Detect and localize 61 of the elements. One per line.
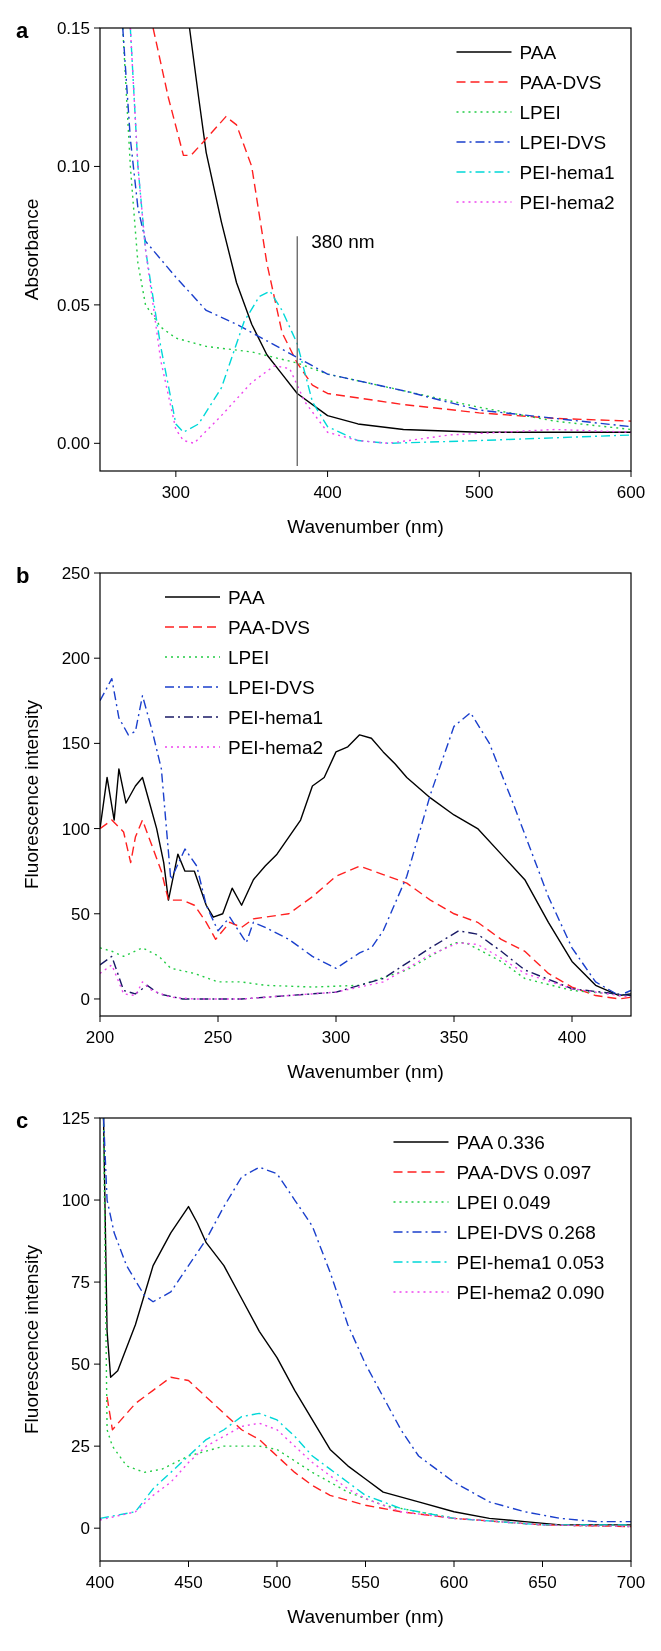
legend-label: LPEI-DVS xyxy=(228,677,315,698)
x-axis-title: Wavenumber (nm) xyxy=(287,1606,444,1627)
line-series xyxy=(100,930,631,1000)
legend-label: PEI-hema2 0.090 xyxy=(456,1282,605,1303)
ref-line-label: 380 nm xyxy=(311,231,375,253)
legend-label: PAA 0.336 xyxy=(456,1132,545,1153)
legend-label: PAA-DVS xyxy=(519,72,602,93)
legend-label: LPEI 0.049 xyxy=(456,1192,551,1213)
x-tick-label: 450 xyxy=(174,1573,203,1592)
y-tick-label: 0.00 xyxy=(56,434,90,454)
y-tick-label: 25 xyxy=(71,1437,90,1457)
legend-label: LPEI xyxy=(228,647,270,668)
y-axis-title: Fluorescence intensity xyxy=(21,1244,42,1435)
x-tick-label: 300 xyxy=(161,483,191,502)
legend-label: PEI-hema1 xyxy=(519,162,615,183)
y-tick-label: 50 xyxy=(71,904,90,924)
x-tick-label: 300 xyxy=(321,1028,351,1047)
legend-label: PEI-hema2 xyxy=(519,192,615,213)
legend-label: PAA-DVS 0.097 xyxy=(456,1162,592,1183)
line-series xyxy=(100,819,631,1000)
legend-label: LPEI-DVS 0.268 xyxy=(456,1222,596,1243)
x-tick-label: 600 xyxy=(616,483,646,502)
chart-title: b xyxy=(16,563,30,588)
x-tick-label: 500 xyxy=(262,1573,292,1592)
x-tick-label: 400 xyxy=(557,1028,587,1047)
x-tick-label: 500 xyxy=(465,483,494,502)
x-tick-label: 700 xyxy=(616,1573,646,1592)
y-tick-label: 100 xyxy=(61,1190,90,1210)
legend-label: PEI-hema1 0.053 xyxy=(456,1252,605,1273)
x-axis-title: Wavenumber (nm) xyxy=(287,1061,444,1082)
x-tick-label: 400 xyxy=(313,483,342,502)
y-tick-label: 200 xyxy=(61,649,90,669)
y-tick-label: 0.05 xyxy=(56,295,90,315)
x-axis-title: Wavenumber (nm) xyxy=(287,516,444,537)
chart-title: a xyxy=(16,18,29,43)
y-axis-title: Fluorescence intensity xyxy=(21,699,42,890)
x-tick-label: 350 xyxy=(439,1028,469,1047)
chart-title: c xyxy=(16,1108,29,1133)
legend-label: LPEI xyxy=(519,102,561,123)
y-tick-label: 50 xyxy=(71,1355,90,1375)
y-tick-label: 0 xyxy=(80,1519,90,1539)
y-tick-label: 75 xyxy=(71,1273,90,1293)
x-tick-label: 600 xyxy=(439,1573,469,1592)
y-tick-label: 0 xyxy=(80,989,90,1009)
y-tick-label: 0.10 xyxy=(56,157,90,177)
y-tick-label: 100 xyxy=(61,819,90,839)
legend-label: PEI-hema2 xyxy=(228,737,324,758)
y-tick-label: 150 xyxy=(61,734,90,754)
y-tick-label: 250 xyxy=(61,563,90,583)
legend-label: PAA-DVS xyxy=(228,617,311,638)
legend-label: PEI-hema1 xyxy=(228,707,324,728)
y-axis-title: Absorbance xyxy=(21,198,42,301)
y-tick-label: 125 xyxy=(61,1108,90,1128)
legend-label: PAA xyxy=(228,587,265,608)
y-tick-label: 0.15 xyxy=(56,18,90,38)
legend-label: LPEI-DVS xyxy=(519,132,607,153)
x-tick-label: 400 xyxy=(85,1573,115,1592)
x-tick-label: 650 xyxy=(528,1573,557,1592)
x-tick-label: 250 xyxy=(203,1028,233,1047)
legend-label: PAA xyxy=(519,42,557,63)
x-tick-label: 550 xyxy=(351,1573,380,1592)
